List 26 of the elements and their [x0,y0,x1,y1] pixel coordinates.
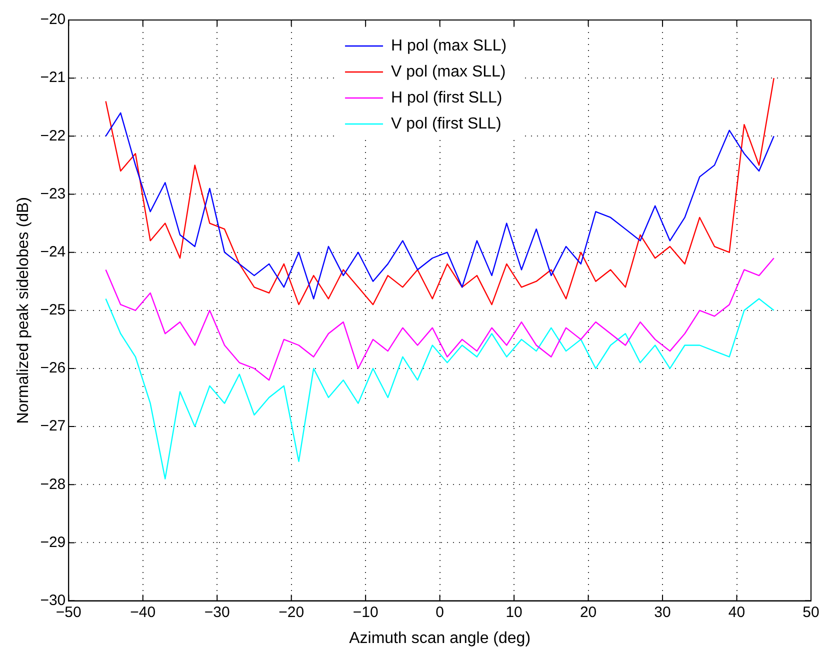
y-tick-label: −27 [40,418,66,435]
legend-label: V pol (max SLL) [391,63,506,80]
y-tick-label: −28 [40,476,66,493]
x-tick-label: −20 [278,604,304,621]
x-tick-label: −10 [352,604,378,621]
x-tick-label: −30 [204,604,230,621]
x-tick-label: 30 [654,604,671,621]
y-tick-label: −26 [40,360,66,377]
y-axis-title: Normalized peak sidelobes (dB) [15,197,32,424]
y-tick-label: −25 [40,302,66,319]
legend-label: H pol (max SLL) [391,37,507,54]
x-tick-label: 50 [802,604,820,621]
x-tick-label: 0 [436,604,444,621]
y-tick-label: −22 [40,127,66,144]
x-tick-label: −40 [130,604,156,621]
y-tick-label: −23 [40,185,66,202]
y-tick-label: −24 [40,243,66,260]
y-tick-label: −21 [40,69,66,86]
legend-label: V pol (first SLL) [391,115,502,132]
legend-label: H pol (first SLL) [391,89,502,106]
y-tick-label: −29 [40,534,66,551]
x-tick-label: 10 [506,604,522,621]
x-axis-title: Azimuth scan angle (deg) [349,630,531,647]
x-tick-label: 40 [728,604,746,621]
y-tick-label: −20 [40,11,66,28]
x-tick-label: 20 [580,604,597,621]
